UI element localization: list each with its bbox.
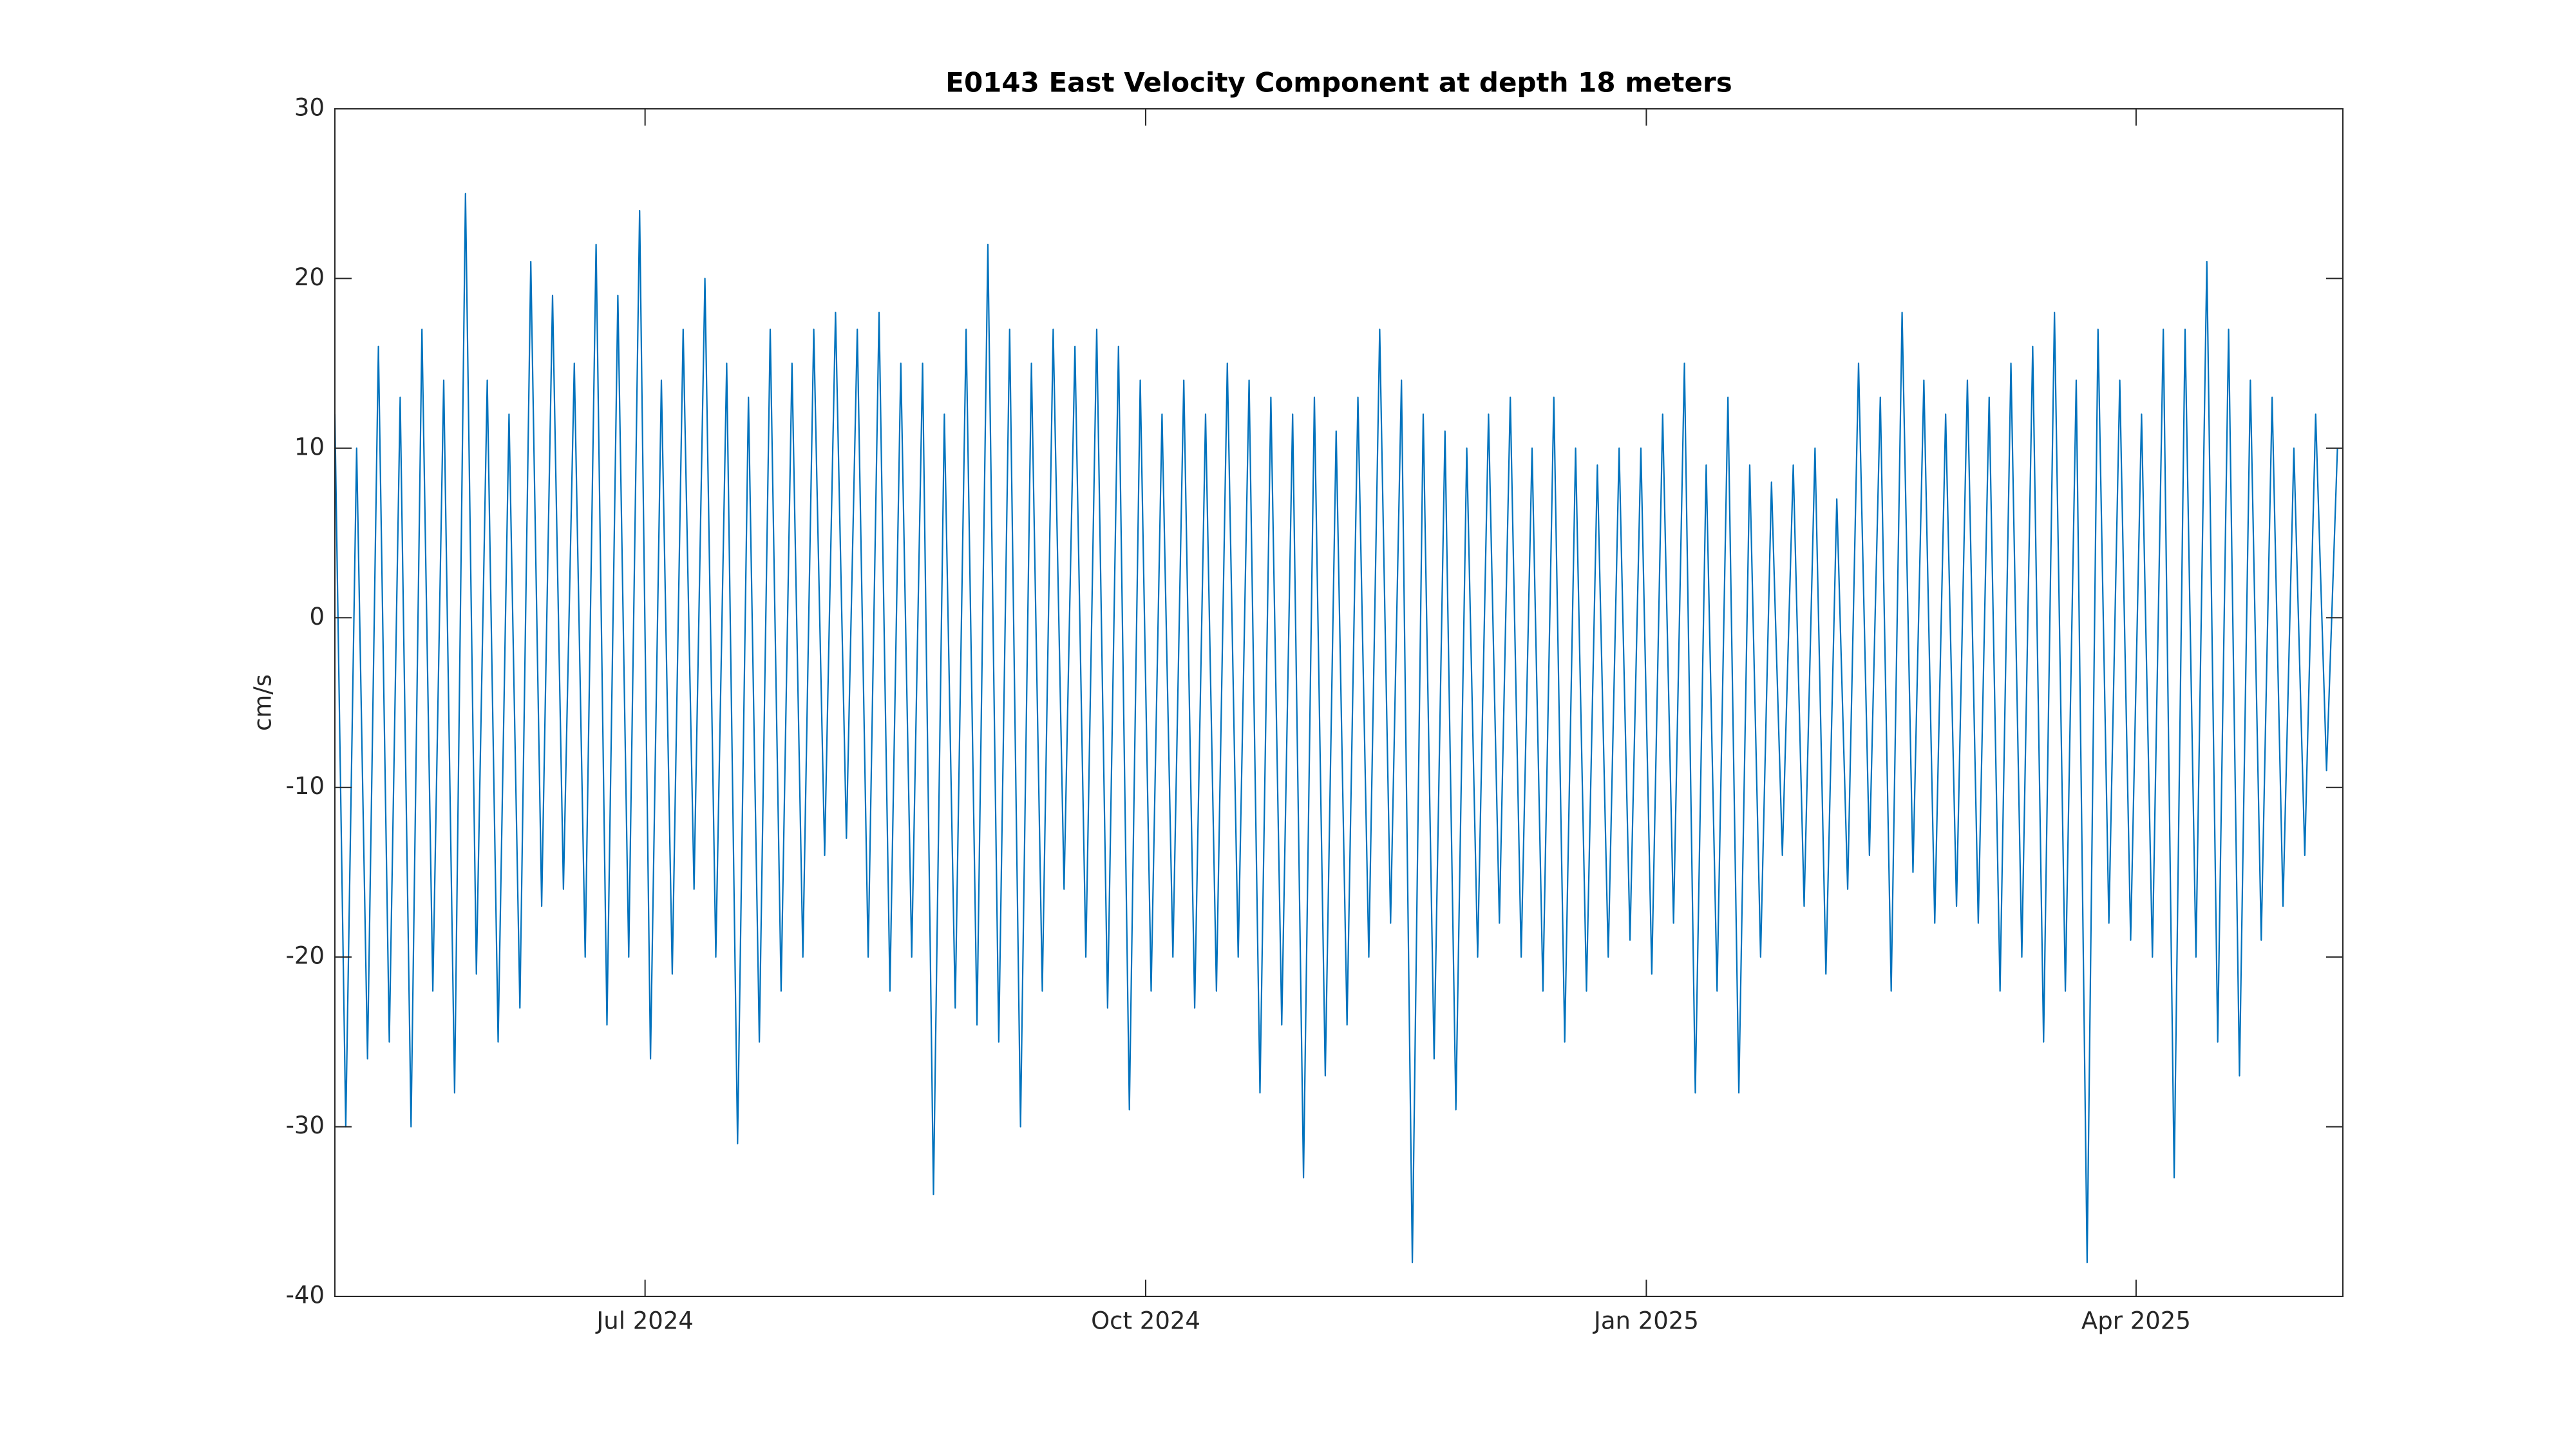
x-tick-label: Apr 2025 <box>2081 1307 2191 1335</box>
y-tick-label: -10 <box>286 772 325 800</box>
y-tick-label: -40 <box>286 1282 325 1309</box>
y-tick-label: 20 <box>294 263 325 291</box>
x-tick-label: Jul 2024 <box>595 1307 694 1335</box>
data-line <box>334 193 2338 1264</box>
y-axis-label: cm/s <box>249 674 277 731</box>
chart-title: E0143 East Velocity Component at depth 1… <box>945 67 1732 99</box>
axes-box <box>334 108 2344 1297</box>
y-tick-label: 0 <box>309 603 325 630</box>
y-tick-label: -30 <box>286 1112 325 1139</box>
x-tick-label: Oct 2024 <box>1091 1307 1200 1335</box>
y-tick-label: 30 <box>294 94 325 122</box>
y-tick-label: 10 <box>294 433 325 460</box>
y-tick-label: -20 <box>286 942 325 970</box>
x-tick-label: Jan 2025 <box>1593 1307 1699 1335</box>
